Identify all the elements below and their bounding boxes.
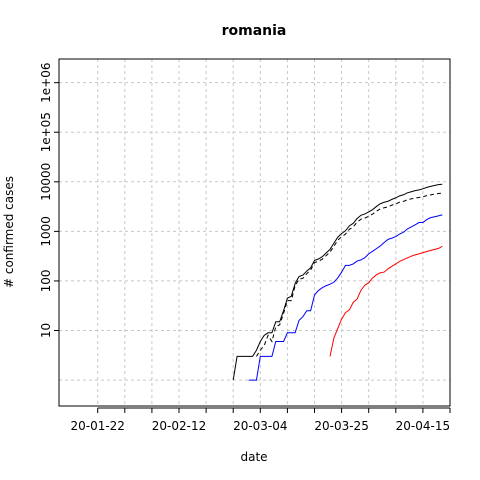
y-tick-label: 1e+05: [39, 112, 53, 152]
y-tick-label: 1000: [39, 216, 53, 247]
y-axis: 10 100 1000 10000 1e+05 1e+06: [39, 62, 59, 338]
x-axis-label: date: [240, 450, 267, 464]
y-tick-label: 10: [39, 323, 53, 338]
chart-title: romania: [222, 23, 287, 39]
y-tick-label: 100: [39, 269, 53, 292]
x-tick-label: 20-03-25: [314, 419, 368, 433]
x-axis: 20-01-22 20-02-12 20-03-04 20-03-25 20-04-15: [70, 408, 450, 433]
y-tick-label: 10000: [39, 163, 53, 201]
series-line-2: [256, 193, 442, 356]
y-axis-label: # confirmed cases: [2, 176, 16, 288]
x-tick-label: 20-04-15: [396, 419, 450, 433]
y-tick-label: 1e+06: [39, 62, 53, 102]
x-tick-label: 20-02-12: [152, 419, 206, 433]
series-line-4: [330, 246, 442, 356]
series-line-1: [233, 184, 442, 380]
series-group: [233, 184, 442, 380]
x-tick-label: 20-03-04: [233, 419, 287, 433]
series-line-3: [249, 215, 443, 380]
x-tick-label: 20-01-22: [70, 419, 124, 433]
